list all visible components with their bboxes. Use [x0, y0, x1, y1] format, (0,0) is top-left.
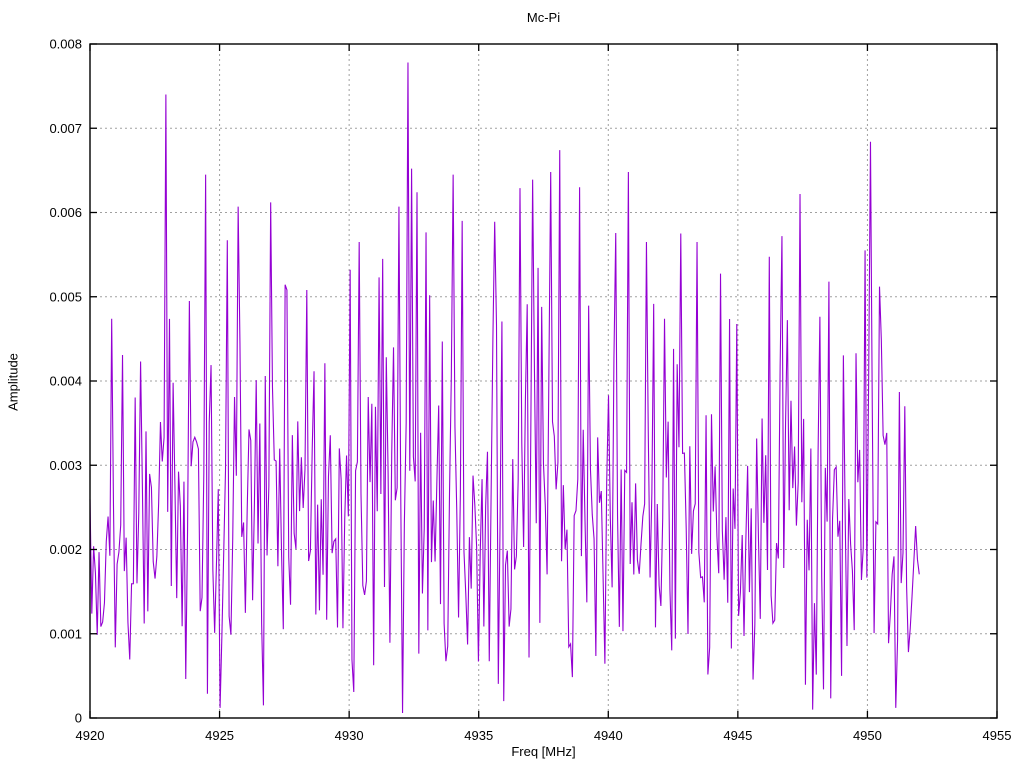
y-tick-label: 0.001	[49, 626, 82, 641]
y-tick-label: 0.004	[49, 374, 82, 389]
x-tick-label: 4940	[594, 728, 623, 743]
chart-title: Mc-Pi	[526, 10, 561, 25]
spectrum-trace	[89, 62, 920, 713]
x-axis-label: Freq [MHz]	[511, 744, 576, 759]
y-tick-label: 0.008	[49, 37, 82, 52]
x-tick-label: 4955	[983, 728, 1012, 743]
x-tick-label: 4920	[76, 728, 105, 743]
y-tick-label: 0.005	[49, 289, 82, 304]
x-tick-label: 4925	[205, 728, 234, 743]
x-tick-label: 4930	[335, 728, 364, 743]
x-tick-label: 4935	[464, 728, 493, 743]
y-tick-label: 0.003	[49, 458, 82, 473]
x-tick-label: 4950	[853, 728, 882, 743]
y-tick-label: 0.006	[49, 205, 82, 220]
y-tick-label: 0.002	[49, 542, 82, 557]
y-tick-label: 0.007	[49, 121, 82, 136]
y-axis-label: Amplitude	[5, 353, 21, 411]
y-tick-label: 0	[75, 711, 82, 726]
x-tick-label: 4945	[723, 728, 752, 743]
